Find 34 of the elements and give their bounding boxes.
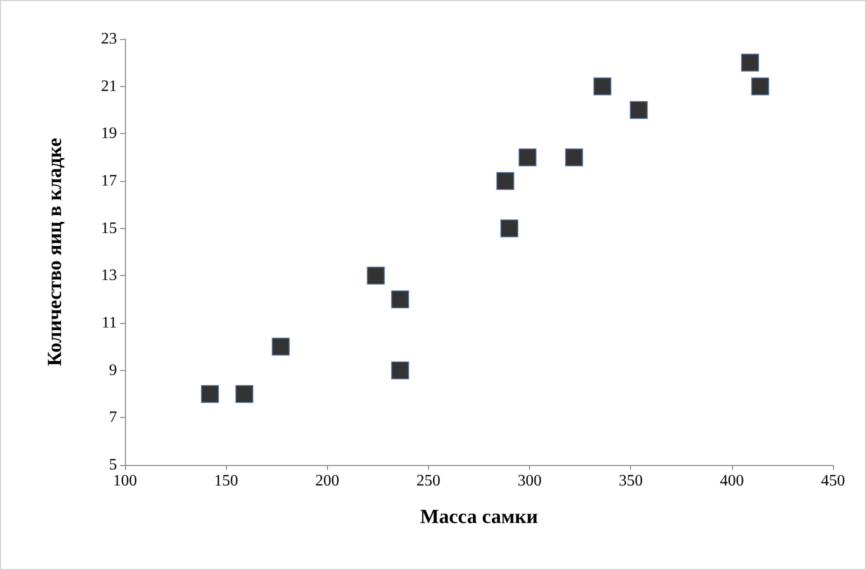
point <box>366 266 385 285</box>
x-tick-label: 350 <box>618 472 643 490</box>
point <box>593 77 612 96</box>
y-tick-label: 23 <box>101 30 117 48</box>
x-tick-label: 400 <box>720 472 744 490</box>
point <box>751 77 770 96</box>
x-axis-title: Масса самки <box>420 506 538 528</box>
point <box>500 219 518 238</box>
point <box>235 385 254 403</box>
x-tick-label: 200 <box>315 472 340 490</box>
y-tick-label: 13 <box>101 267 117 284</box>
x-tick-label: 100 <box>113 472 137 490</box>
point <box>272 338 290 356</box>
point <box>565 148 584 166</box>
x-tick-label: 150 <box>214 472 238 490</box>
point <box>496 172 514 190</box>
point <box>741 54 760 72</box>
y-tick-label: 15 <box>101 220 117 237</box>
x-tick-label: 250 <box>416 472 440 490</box>
point <box>391 290 410 308</box>
point <box>518 148 537 166</box>
y-axis-title: Количество яиц в кладке <box>44 138 66 366</box>
point <box>391 361 410 380</box>
point <box>200 385 219 403</box>
y-tick-label: 11 <box>102 314 117 332</box>
x-tick-label: 300 <box>518 472 542 490</box>
y-tick-label: 17 <box>101 172 117 190</box>
y-tick-label: 19 <box>101 125 117 142</box>
y-tick-label: 7 <box>109 409 117 426</box>
point <box>630 101 648 119</box>
y-tick-label: 9 <box>109 362 117 379</box>
y-tick-label: 21 <box>101 78 117 95</box>
y-tick-label: 5 <box>109 456 117 474</box>
x-tick-label: 450 <box>821 472 845 490</box>
